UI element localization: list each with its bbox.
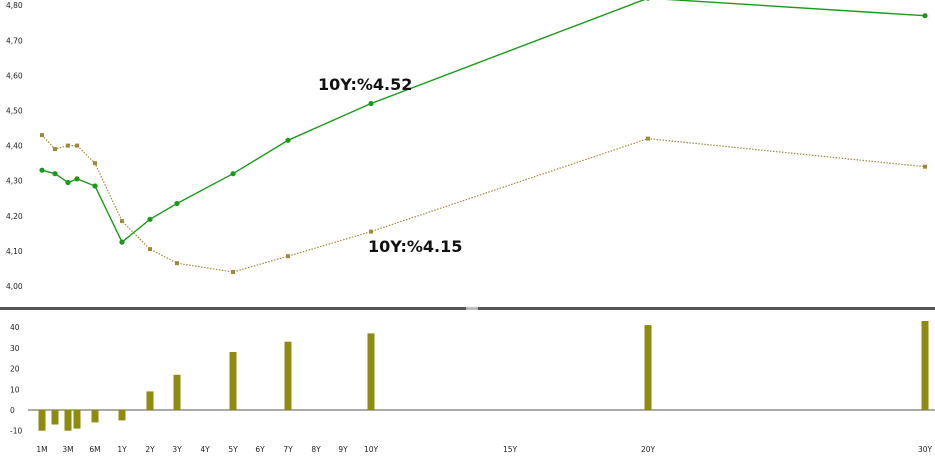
x-tick-label: 6Y	[255, 445, 265, 454]
spread-bar	[73, 410, 81, 429]
bottom-y-tick-label: 40	[10, 323, 20, 332]
x-tick-label: 30Y	[918, 445, 933, 454]
series-2-point	[286, 254, 290, 259]
x-axis-ticks: 1M 3M 6M 1Y 2Y 3Y 4Y 5Y 6Y 7Y 8Y 9Y 10Y 15Y 20Y 30Y	[36, 445, 932, 454]
spread-bar	[644, 325, 652, 410]
x-tick-label: 4Y	[200, 445, 210, 454]
bottom-y-tick-label: -10	[10, 427, 22, 436]
x-tick-label: 20Y	[641, 445, 656, 454]
series-1-point	[39, 167, 45, 173]
x-tick-label: 10Y	[364, 445, 379, 454]
series-1-point	[92, 183, 98, 189]
top-y-axis-ticks: 4,00 4,10 4,20 4,30 4,40 4,50 4,60 4,70 4,80	[6, 1, 23, 291]
x-tick-label: 3M	[62, 445, 73, 454]
spread-bar-panel: -10 0 10 20 30 40	[10, 321, 935, 436]
series-2-point	[93, 161, 97, 166]
spread-bar	[173, 374, 181, 410]
series-1-point	[174, 200, 180, 207]
x-tick-label: 15Y	[503, 445, 518, 454]
spread-bar	[91, 410, 99, 423]
top-y-tick-label: 4,60	[6, 71, 23, 80]
top-y-tick-label: 4,70	[6, 36, 23, 45]
series-line-1	[41, 0, 926, 244]
series-1-point	[147, 216, 153, 222]
spread-bar	[51, 410, 59, 425]
top-y-tick-label: 4,80	[6, 1, 23, 10]
series-2-point	[120, 219, 124, 224]
bottom-y-tick-label: 30	[10, 344, 20, 353]
series-2-point	[40, 133, 44, 138]
spread-bar	[367, 333, 375, 410]
spread-bar	[118, 410, 126, 421]
x-tick-label: 3Y	[172, 445, 182, 454]
spread-bars	[38, 321, 929, 431]
top-y-tick-label: 4,50	[6, 107, 23, 116]
x-tick-label: 6M	[89, 445, 100, 454]
yield-series-points	[39, 0, 928, 274]
series-2-point	[369, 229, 373, 234]
bottom-y-tick-label: 0	[10, 406, 15, 415]
panel-divider-handle[interactable]	[466, 307, 478, 310]
series-1-point	[646, 0, 650, 1]
series-2-point	[646, 136, 650, 141]
top-y-tick-label: 4,20	[6, 212, 23, 221]
series-1-point	[285, 137, 291, 143]
series-2-point	[231, 270, 235, 274]
x-tick-label: 2Y	[145, 445, 155, 454]
series-1-point	[368, 100, 374, 107]
series-2-point	[923, 164, 927, 169]
yield-line-panel: 4,00 4,10 4,20 4,30 4,40 4,50 4,60 4,70 4,80 10Y…	[6, 0, 928, 291]
series-1-point	[65, 179, 71, 186]
bottom-y-axis-ticks: -10 0 10 20 30 40	[10, 323, 22, 436]
series-2-point	[66, 143, 70, 148]
series-2-point	[75, 143, 79, 148]
spread-bar	[38, 410, 46, 431]
spread-bar	[146, 391, 154, 410]
x-tick-label: 5Y	[228, 445, 238, 454]
annotation-previous-10y: 10Y:%4.15	[368, 237, 462, 256]
x-tick-label: 8Y	[311, 445, 321, 454]
top-y-tick-label: 4,40	[6, 142, 23, 151]
series-1-point	[74, 176, 80, 182]
top-y-tick-label: 4,30	[6, 177, 23, 186]
spread-bar	[229, 352, 237, 410]
series-1-point	[230, 171, 236, 177]
x-tick-label: 1M	[36, 445, 47, 454]
x-tick-label: 7Y	[283, 445, 293, 454]
bottom-y-tick-label: 10	[10, 385, 20, 394]
yield-series-lines	[41, 0, 926, 273]
bottom-y-tick-label: 20	[10, 365, 20, 374]
series-1-point	[922, 13, 928, 19]
x-tick-label: 1Y	[117, 445, 127, 454]
spread-bar	[284, 341, 292, 410]
spread-bar	[64, 410, 72, 431]
top-y-tick-label: 4,10	[6, 247, 23, 256]
series-1-point	[52, 171, 58, 177]
series-2-point	[175, 261, 179, 266]
series-2-point	[53, 147, 57, 152]
annotation-current-10y: 10Y:%4.52	[318, 75, 412, 94]
top-y-tick-label: 4,00	[6, 282, 23, 291]
series-2-point	[148, 247, 152, 252]
x-tick-label: 9Y	[338, 445, 348, 454]
series-1-point	[119, 239, 125, 245]
spread-bar	[921, 321, 929, 410]
